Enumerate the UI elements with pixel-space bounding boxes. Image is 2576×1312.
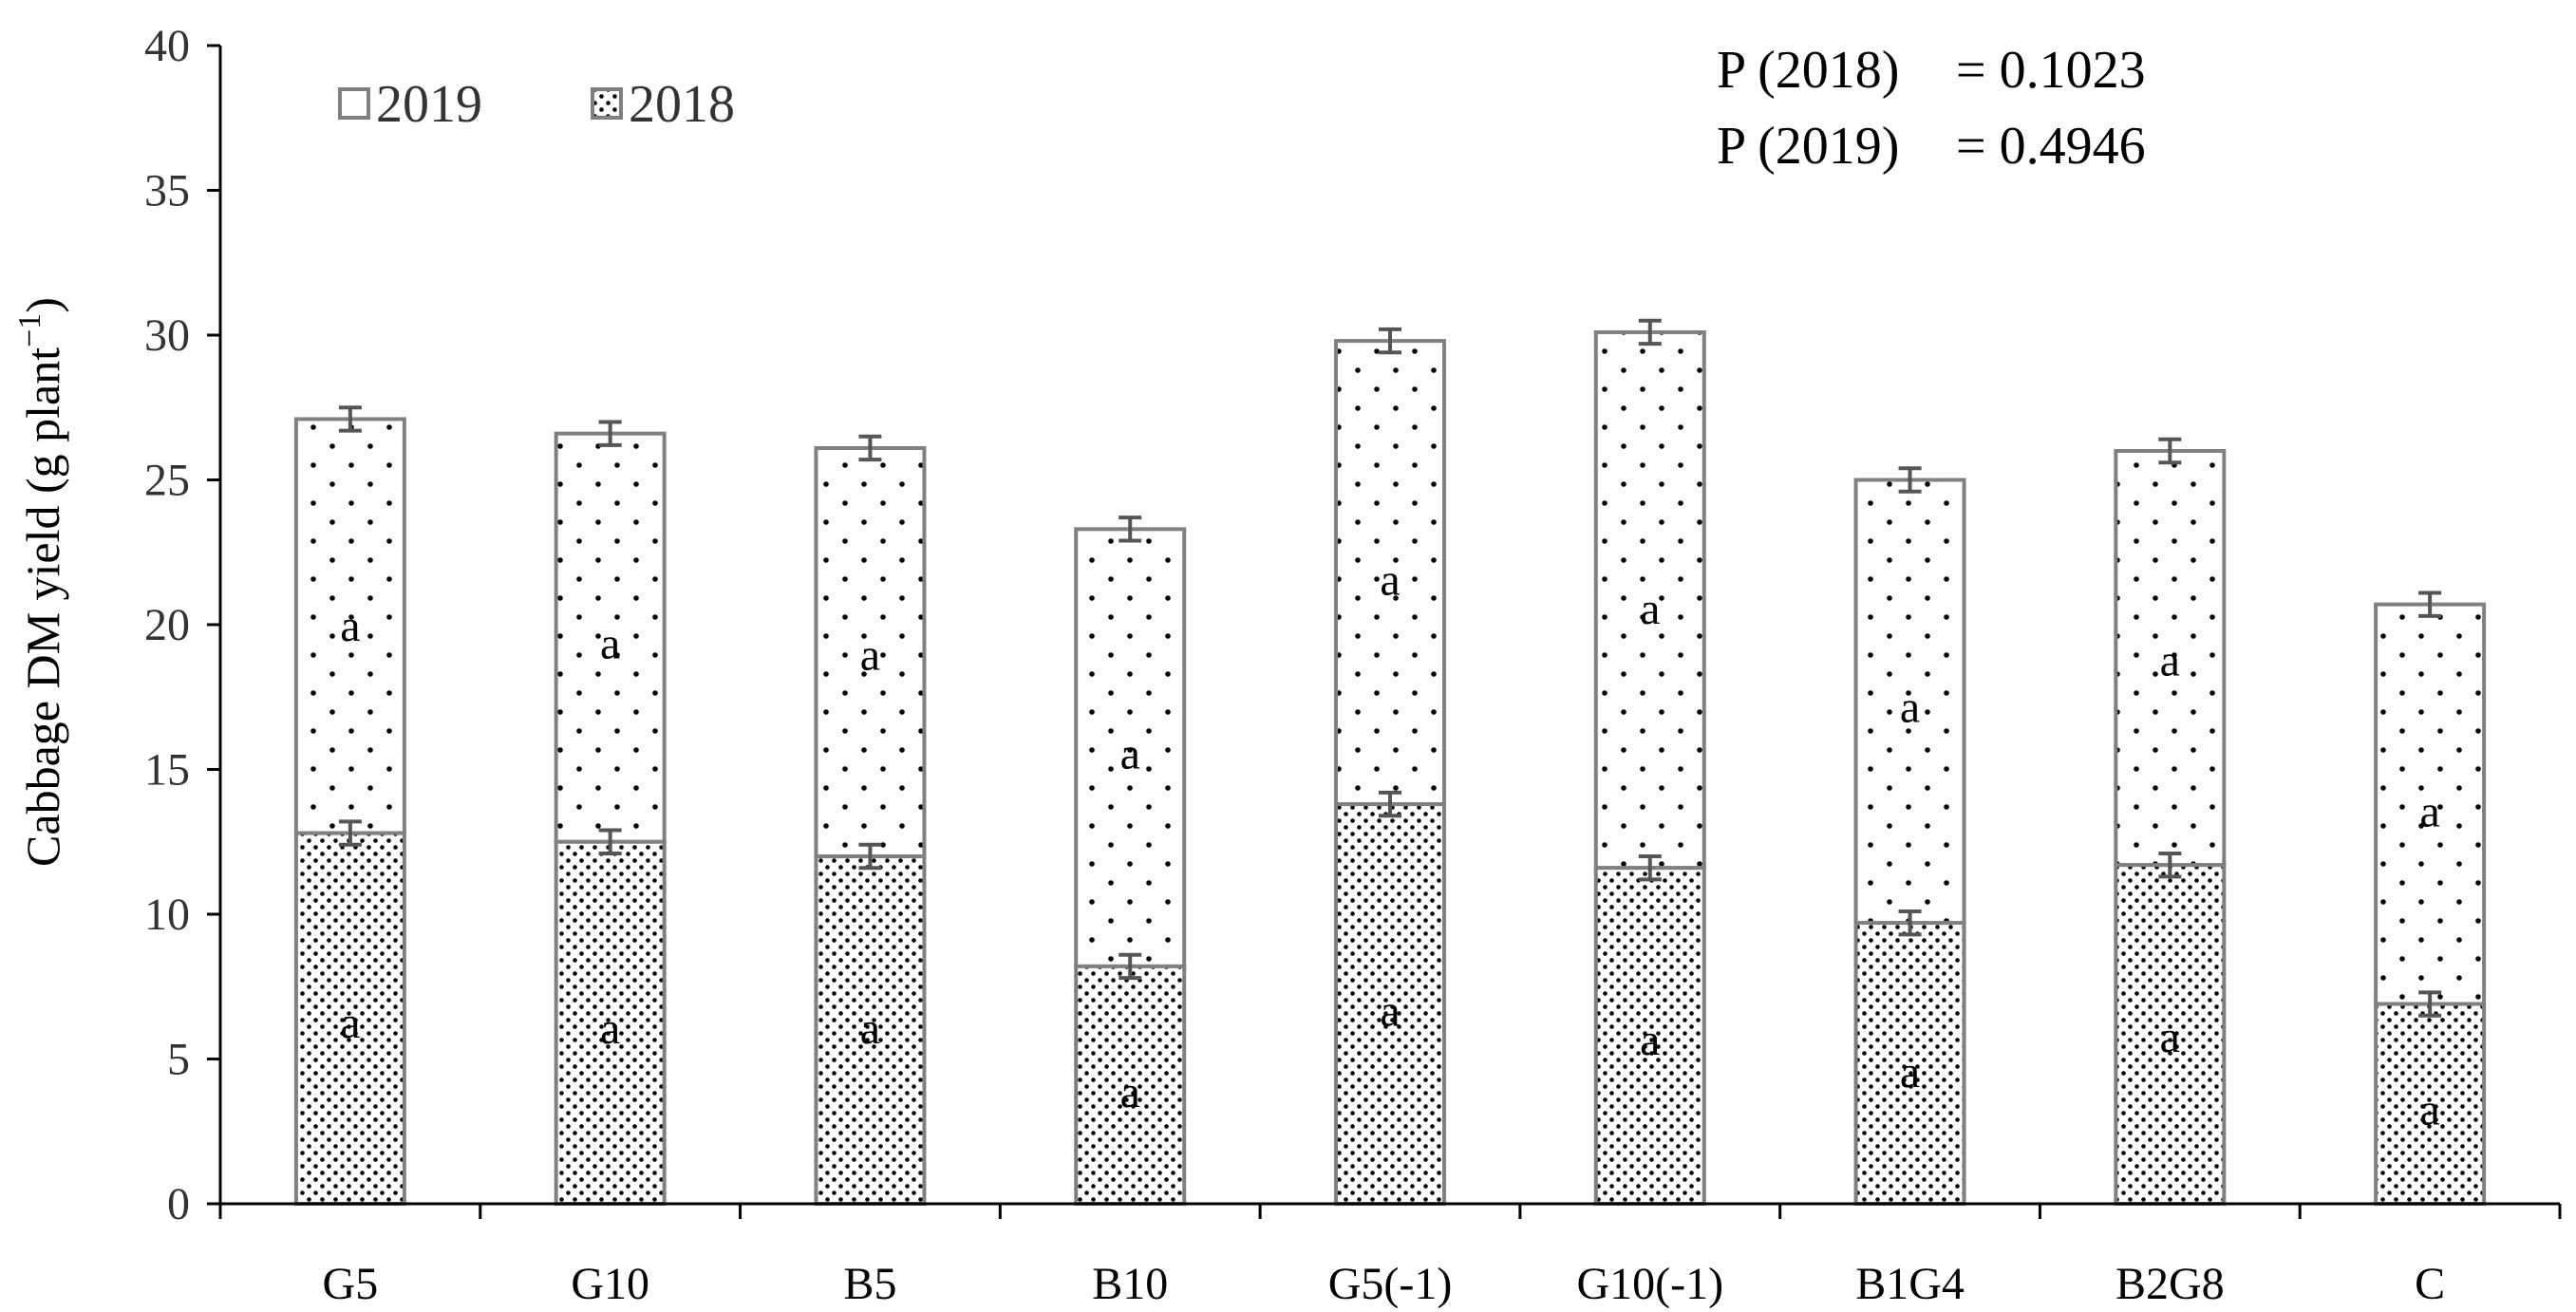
bars-group: a a a a a a a a a a a a a a a a a a (293, 318, 2487, 1207)
bar-2018-B10 (1074, 964, 1187, 1207)
sig-letter-2019-B1G4: a (1900, 682, 1920, 732)
x-tick-label-G5(-1): G5(-1) (1328, 1259, 1453, 1309)
error-bar-2019-B1G4 (1898, 466, 1922, 494)
p-value-annotations: P (2018) = 0.1023 P (2019) = 0.4946 (1717, 41, 2146, 176)
y-axis-title-text: Cabbage DM yield (g plant (16, 347, 69, 867)
sig-letter-2018-G5: a (340, 998, 360, 1048)
bar-2018-G10(-1) (1593, 866, 1706, 1206)
y-tick-label: 5 (167, 1035, 190, 1085)
sig-letter-2018-G10(-1): a (1640, 1015, 1660, 1065)
sig-letter-2019-G5(-1): a (1380, 554, 1400, 605)
bar-2018-B1G4 (1853, 921, 1966, 1207)
bar-2019-G10(-1) (1593, 329, 1706, 871)
sig-letter-2019-B2G8: a (2160, 636, 2180, 686)
sig-letter-2018-G10: a (600, 1003, 620, 1054)
error-bar-2018-G5(-1) (1379, 790, 1401, 818)
error-bar-2019-G5 (338, 405, 362, 433)
error-bar-2019-C (2418, 590, 2442, 618)
y-tick-label: 30 (144, 310, 190, 361)
p-value-2019-value: = 0.4946 (1956, 117, 2146, 176)
bar-2018-G5(-1) (1334, 802, 1446, 1206)
error-bar-2019-B10 (1119, 515, 1142, 543)
sig-letter-2019-B10: a (1120, 728, 1140, 778)
bar-2018-C (2374, 1002, 2487, 1207)
bar-2019-B10 (1074, 527, 1187, 968)
y-tick-label: 10 (144, 890, 190, 940)
legend-label-2018: 2018 (629, 75, 735, 134)
x-tick-label-B5: B5 (843, 1259, 896, 1309)
error-bar-2018-G5 (338, 819, 362, 847)
legend-swatch-2018 (591, 87, 623, 120)
error-bar-2018-C (2418, 990, 2442, 1018)
sig-letter-2018-G5(-1): a (1380, 986, 1400, 1037)
sig-letter-2018-B1G4: a (1900, 1047, 1920, 1097)
x-tick-label-B10: B10 (1092, 1259, 1168, 1309)
sig-letter-2019-G10: a (600, 618, 620, 668)
sig-letter-2018-B10: a (1120, 1067, 1140, 1117)
y-tick-label: 35 (144, 166, 190, 216)
legend-label-2019: 2019 (376, 75, 482, 134)
y-axis-title-superscript: −1 (12, 313, 47, 347)
y-tick-label: 25 (144, 456, 190, 506)
error-bar-2019-B2G8 (2158, 437, 2182, 465)
legend-swatch-2019 (338, 87, 370, 120)
error-bar-2019-G10(-1) (1638, 318, 1662, 347)
error-bar-2018-B5 (858, 842, 882, 871)
error-bar-2018-B2G8 (2158, 851, 2182, 879)
error-bar-2018-G10 (598, 828, 622, 855)
p-value-2019-label: P (2019) (1717, 117, 1899, 176)
x-tick-label-G5: G5 (323, 1259, 379, 1309)
error-bar-2018-B10 (1119, 952, 1142, 981)
error-bar-2018-G10(-1) (1638, 854, 1662, 882)
x-tick-label-C: C (2415, 1259, 2445, 1309)
bar-2019-C (2374, 602, 2487, 1006)
bar-2019-B2G8 (2114, 449, 2227, 868)
error-bar-2019-G10 (598, 420, 622, 447)
y-tick-label: 15 (144, 745, 190, 796)
error-bar-2019-B5 (858, 434, 882, 462)
x-tick-label-G10: G10 (571, 1259, 649, 1309)
p-value-2018-label: P (2018) (1717, 41, 1899, 100)
error-bar-2018-B1G4 (1898, 909, 1922, 937)
bar-2018-B2G8 (2114, 863, 2227, 1207)
bar-2019-G10 (554, 431, 667, 844)
y-axis-title-close: ) (16, 297, 69, 313)
y-tick-label: 0 (167, 1179, 190, 1229)
sig-letter-2018-C: a (2419, 1084, 2439, 1134)
y-axis-ticks: 0 5 10 15 20 25 30 35 40 (144, 21, 220, 1229)
legend: 2019 2018 (338, 75, 735, 134)
y-tick-label: 20 (144, 600, 190, 650)
svg-text:Cabbage DM yield (g plant−1): Cabbage DM yield (g plant−1) (12, 297, 69, 867)
x-tick-label-B2G8: B2G8 (2115, 1259, 2225, 1309)
p-value-2018-value: = 0.1023 (1956, 41, 2146, 100)
sig-letter-2019-C: a (2419, 786, 2439, 836)
error-bar-2019-G5(-1) (1379, 327, 1401, 355)
bar-2019-B5 (814, 445, 927, 858)
bar-2019-G5(-1) (1334, 339, 1446, 807)
x-tick-label-G10(-1): G10(-1) (1576, 1259, 1723, 1309)
sig-letter-2019-G5: a (340, 601, 360, 651)
y-axis-title: Cabbage DM yield (g plant−1) (12, 297, 69, 867)
x-axis-labels: G5 G10 B5 B10 G5(-1) G10(-1) B1G4 B2G8 C (323, 1259, 2446, 1309)
sig-letter-2018-B2G8: a (2160, 1012, 2180, 1062)
axes-group (218, 46, 2562, 1219)
sig-letter-2018-B5: a (860, 1003, 880, 1054)
sig-letter-2019-G10(-1): a (1640, 584, 1660, 634)
sig-letter-2019-B5: a (860, 630, 880, 681)
bar-2019-B1G4 (1853, 478, 1966, 926)
x-tick-label-B1G4: B1G4 (1855, 1259, 1965, 1309)
y-tick-label: 40 (144, 21, 190, 71)
bar-2018-G10 (554, 839, 667, 1206)
